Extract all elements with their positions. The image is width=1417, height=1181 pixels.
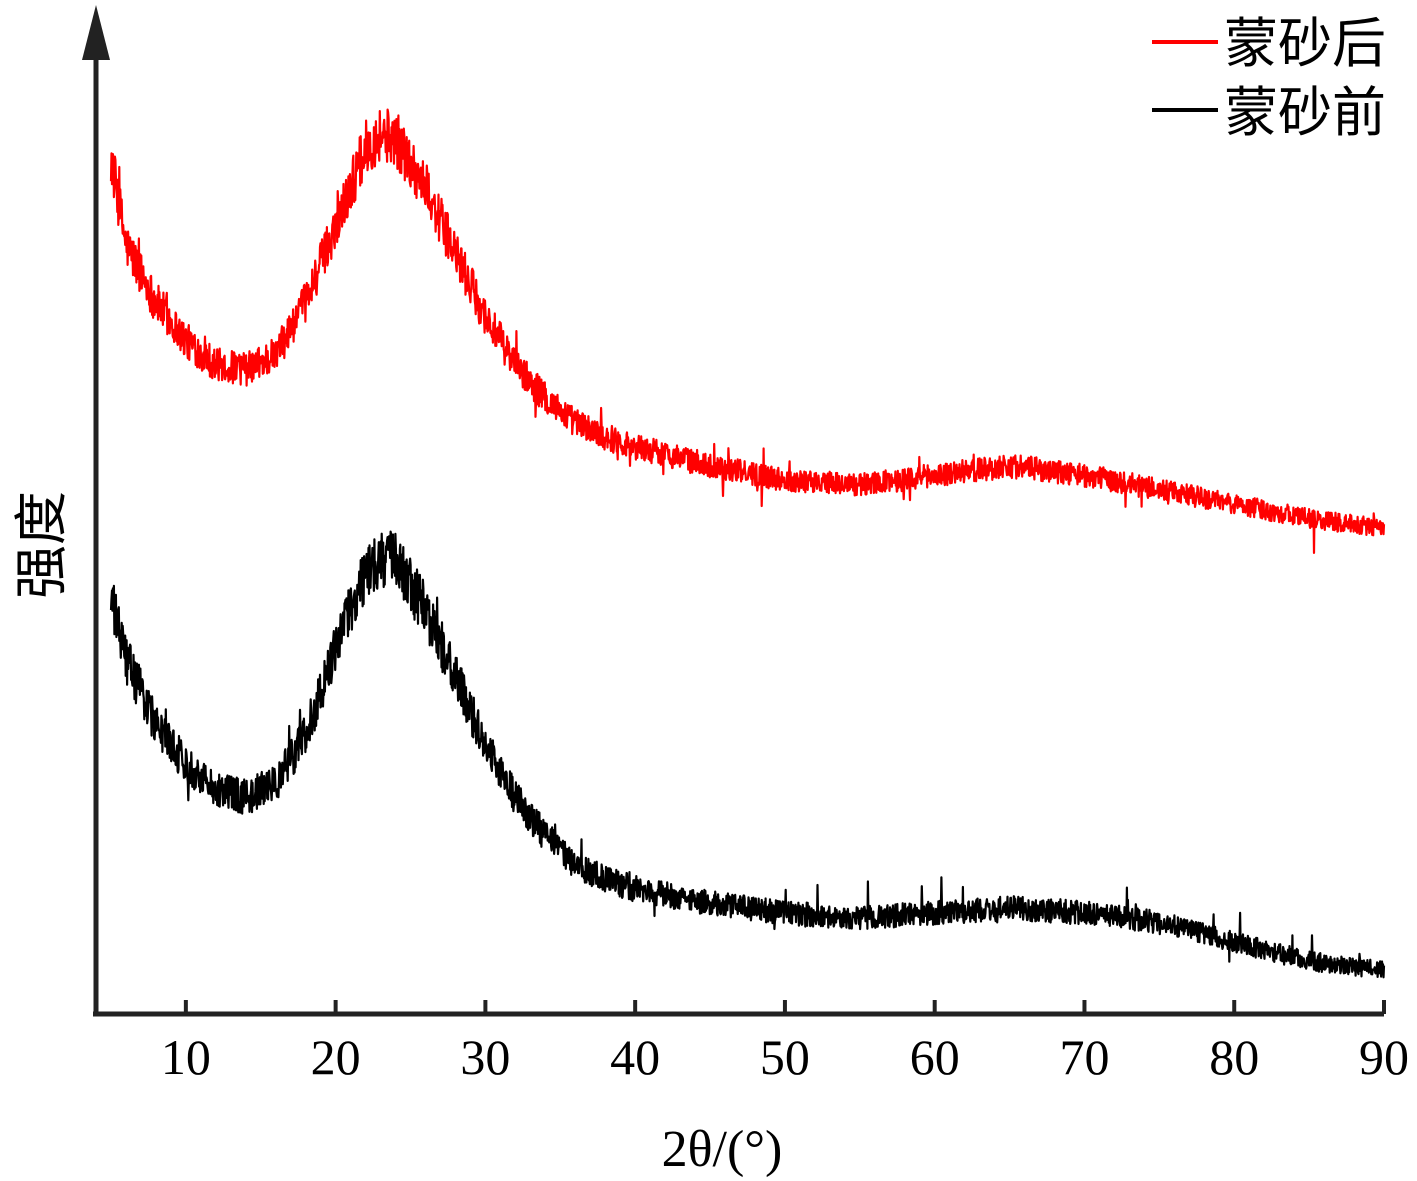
x-tick-label-70: 70 — [1059, 1029, 1109, 1085]
x-tick-label-50: 50 — [760, 1029, 810, 1085]
x-tick-label-90: 90 — [1359, 1029, 1409, 1085]
legend: 蒙砂后 蒙砂前 — [1152, 12, 1386, 144]
y-axis-arrow — [82, 5, 110, 60]
plot-lines — [109, 108, 1386, 979]
x-tick-label-80: 80 — [1209, 1029, 1259, 1085]
series-line-0 — [109, 108, 1386, 554]
x-tick-label-40: 40 — [610, 1029, 660, 1085]
x-tick-label-20: 20 — [311, 1029, 361, 1085]
y-axis-title: 强度 — [10, 491, 73, 599]
series-line-1 — [109, 530, 1386, 979]
x-axis-title: 2θ/(°) — [662, 1121, 783, 1178]
legend-label-0: 蒙砂后 — [1224, 12, 1386, 75]
x-ticks: 10 20 30 40 50 60 70 80 90 — [161, 1000, 1409, 1085]
x-tick-label-60: 60 — [910, 1029, 960, 1085]
x-tick-label-10: 10 — [161, 1029, 211, 1085]
legend-label-1: 蒙砂前 — [1224, 81, 1386, 144]
x-tick-label-30: 30 — [460, 1029, 510, 1085]
